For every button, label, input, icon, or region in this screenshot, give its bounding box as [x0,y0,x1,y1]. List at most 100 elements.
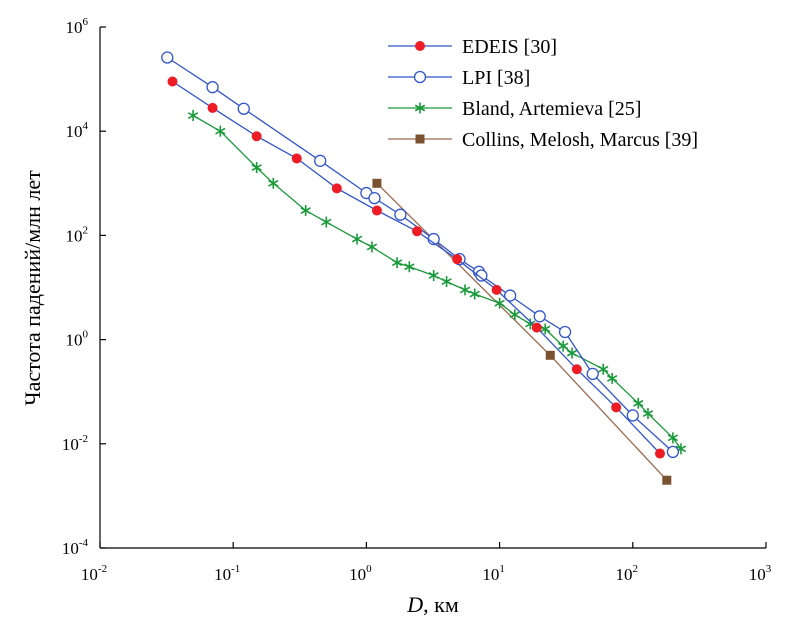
x-tick-label: 100 [349,563,372,584]
y-tick-label: 100 [66,329,89,350]
y-tick-label: 106 [66,16,89,37]
y-tick-base: 10 [66,331,83,350]
asterisk-stroke [441,278,452,286]
data-point [391,257,403,269]
y-tick-label: 10-4 [62,537,89,558]
data-point [540,323,551,335]
data-point [494,297,505,309]
data-point [321,216,332,228]
data-point [545,350,555,360]
data-point [586,367,599,381]
x-axis-label-symbol: D [406,592,423,617]
legend-label: Bland, Artemieva [25] [462,98,641,120]
x-tick-base: 10 [349,565,366,584]
data-point [394,208,407,221]
asterisk-stroke [566,349,578,357]
data-point [351,233,363,245]
legend-marker [413,70,427,84]
asterisk-stroke [598,365,609,373]
y-tick-base: 10 [66,18,83,37]
x-tick-label: 10-2 [81,563,107,584]
data-point [654,448,665,459]
data-point [459,284,471,296]
data-point [251,162,262,174]
asterisk-stroke [509,311,520,319]
data-point [503,289,517,302]
x-tick-base: 10 [482,565,499,584]
legend-label: LPI [38] [462,67,530,89]
data-point [251,131,262,142]
legend: EDEIS [30] LPI [38] Bland, Artemieva [25] C… [388,36,698,151]
data-point [314,154,327,167]
x-tick-exponent: 0 [366,563,372,575]
asterisk-stroke [300,207,311,214]
y-tick-exponent: 0 [83,329,89,341]
data-point [291,153,302,164]
data-point [187,110,199,122]
asterisk-stroke [642,410,654,418]
data-point [666,445,680,459]
data-point [598,363,609,375]
data-point [475,269,488,282]
data-point [300,205,311,217]
x-tick-base: 10 [749,565,766,584]
data-point [215,125,226,137]
series-layer [161,51,687,485]
asterisk-stroke [268,179,279,187]
asterisk-stroke [557,342,569,350]
asterisk-stroke [414,104,426,112]
y-tick-exponent: 4 [83,120,89,132]
y-tick-exponent: -4 [79,537,89,549]
asterisk-stroke [607,374,618,382]
data-point [412,226,423,237]
data-point [557,340,569,352]
x-tick-base: 10 [81,565,98,584]
data-point [161,51,174,64]
data-point [571,364,582,375]
data-point [428,269,439,281]
data-point [452,254,463,265]
x-tick-exponent: 3 [766,563,772,575]
x-tick-label: 102 [616,563,639,584]
data-point [469,288,480,300]
data-point [491,284,502,295]
x-tick-label: 103 [749,563,772,584]
data-point [368,191,381,205]
x-axis-label-unit: , км [423,592,459,617]
data-point [206,81,219,94]
asterisk-stroke [391,259,403,267]
y-tick-base: 10 [62,539,79,558]
x-tick-label: 10-1 [214,563,240,584]
data-point [167,76,178,87]
data-point [371,205,382,216]
data-point [441,276,452,288]
asterisk-stroke [187,112,199,119]
x-tick-base: 10 [214,565,231,584]
y-tick-exponent: -2 [79,433,88,445]
series-2 [187,110,687,455]
legend-entry: Bland, Artemieva [25] [388,98,641,120]
y-tick-label: 102 [66,224,89,245]
data-point [404,261,415,273]
asterisk-stroke [525,320,536,328]
asterisk-stroke [215,127,226,135]
legend-marker [414,102,426,114]
y-tick-exponent: 6 [83,16,89,28]
asterisk-stroke [366,243,378,251]
asterisk-stroke [469,290,480,298]
y-axis-label: Частота падений/млн лет [20,170,45,406]
series-3 [372,178,672,485]
data-point [207,102,218,113]
data-point [372,178,382,188]
legend-marker [415,134,425,144]
asterisk-stroke [251,164,262,172]
data-point [237,102,250,115]
asterisk-stroke [494,299,505,307]
legend-entry: LPI [38] [388,67,530,89]
asterisk-stroke [540,325,551,333]
asterisk-stroke [667,434,679,442]
data-point [366,241,378,253]
data-point [662,475,672,485]
